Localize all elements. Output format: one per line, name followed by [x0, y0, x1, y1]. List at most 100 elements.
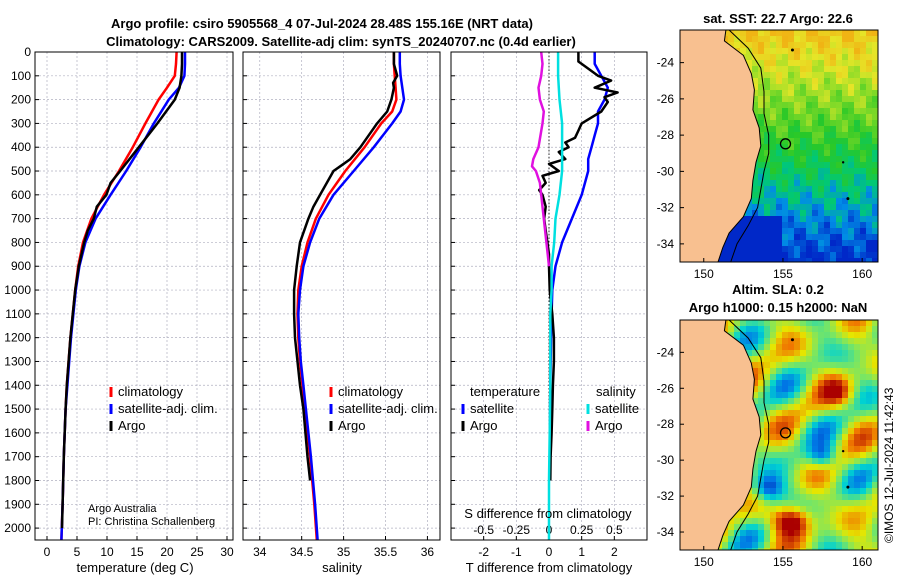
- field-cell: [854, 500, 861, 507]
- field-cell: [860, 422, 867, 429]
- field-cell: [818, 246, 825, 253]
- field-cell: [752, 66, 759, 73]
- field-cell: [836, 150, 843, 157]
- field-cell: [812, 60, 819, 67]
- field-cell: [812, 422, 819, 429]
- field-cell: [794, 326, 801, 333]
- field-cell: [806, 452, 813, 459]
- field-cell: [836, 216, 843, 223]
- field-cell: [728, 518, 735, 525]
- field-cell: [872, 494, 878, 501]
- field-cell: [728, 530, 735, 537]
- field-cell: [758, 198, 765, 205]
- field-cell: [770, 192, 777, 199]
- field-cell: [800, 380, 807, 387]
- field-cell: [836, 246, 843, 253]
- field-cell: [752, 482, 759, 489]
- field-cell: [866, 440, 873, 447]
- field-cell: [782, 186, 789, 193]
- field-cell: [836, 434, 843, 441]
- field-cell: [782, 440, 789, 447]
- field-cell: [758, 180, 765, 187]
- field-cell: [740, 246, 747, 253]
- field-cell: [770, 246, 777, 253]
- field-cell: [830, 108, 837, 115]
- field-cell: [824, 416, 831, 423]
- field-cell: [806, 36, 813, 43]
- field-cell: [866, 222, 873, 229]
- field-cell: [776, 48, 783, 55]
- field-cell: [770, 132, 777, 139]
- field-cell: [842, 54, 849, 61]
- field-cell: [824, 228, 831, 235]
- field-cell: [872, 440, 878, 447]
- field-cell: [866, 186, 873, 193]
- s-diff-tick-label: 0.5: [606, 523, 623, 537]
- field-cell: [836, 368, 843, 375]
- field-cell: [776, 240, 783, 247]
- field-cell: [812, 210, 819, 217]
- field-cell: [854, 132, 861, 139]
- field-cell: [848, 228, 855, 235]
- field-cell: [764, 488, 771, 495]
- field-cell: [806, 530, 813, 537]
- field-cell: [758, 60, 765, 67]
- field-cell: [800, 410, 807, 417]
- field-cell: [836, 500, 843, 507]
- field-cell: [794, 494, 801, 501]
- field-cell: [794, 506, 801, 513]
- field-cell: [800, 258, 807, 262]
- field-cell: [788, 398, 795, 405]
- field-cell: [794, 404, 801, 411]
- field-cell: [818, 78, 825, 85]
- temperature-panel: 0100200300400500600700800900100011001200…: [4, 45, 234, 559]
- field-cell: [734, 326, 741, 333]
- lat-tick-label: -28: [657, 128, 675, 142]
- field-cell: [806, 30, 813, 37]
- field-cell: [794, 54, 801, 61]
- series-line-climatology: [60, 51, 178, 541]
- field-cell: [788, 66, 795, 73]
- field-cell: [860, 524, 867, 531]
- field-cell: [854, 494, 861, 501]
- x-tick-label: 0: [44, 545, 51, 559]
- field-cell: [872, 96, 878, 103]
- field-cell: [782, 452, 789, 459]
- field-cell: [800, 78, 807, 85]
- field-cell: [782, 506, 789, 513]
- field-cell: [788, 416, 795, 423]
- field-cell: [842, 120, 849, 127]
- field-cell: [872, 482, 878, 489]
- sla-map-title-line2: Argo h1000: 0.15 h2000: NaN: [689, 300, 867, 315]
- field-cell: [836, 180, 843, 187]
- field-cell: [788, 246, 795, 253]
- field-cell: [830, 482, 837, 489]
- field-cell: [866, 84, 873, 91]
- field-cell: [818, 332, 825, 339]
- field-cell: [818, 464, 825, 471]
- field-cell: [824, 252, 831, 259]
- field-cell: [764, 386, 771, 393]
- field-cell: [848, 150, 855, 157]
- depth-tick-label: 700: [11, 212, 31, 226]
- field-cell: [794, 156, 801, 163]
- field-cell: [854, 222, 861, 229]
- field-cell: [758, 482, 765, 489]
- field-cell: [782, 512, 789, 519]
- field-cell: [872, 246, 878, 253]
- field-cell: [788, 216, 795, 223]
- field-cell: [806, 506, 813, 513]
- field-cell: [806, 48, 813, 55]
- field-cell: [848, 120, 855, 127]
- field-cell: [812, 246, 819, 253]
- field-cell: [830, 452, 837, 459]
- field-cell: [824, 374, 831, 381]
- field-cell: [764, 72, 771, 79]
- field-cell: [800, 362, 807, 369]
- field-cell: [848, 180, 855, 187]
- field-cell: [848, 380, 855, 387]
- field-cell: [800, 350, 807, 357]
- x-tick-label: 35.5: [374, 545, 398, 559]
- field-cell: [800, 66, 807, 73]
- field-cell: [764, 114, 771, 121]
